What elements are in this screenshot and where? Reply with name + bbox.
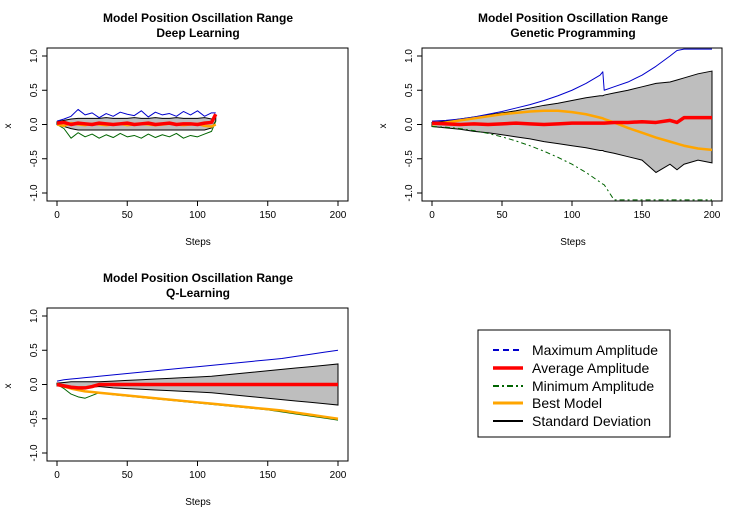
legend-label: Minimum Amplitude: [532, 378, 654, 394]
plot-area: [431, 48, 713, 201]
y-tick-label: 1.0: [29, 49, 40, 63]
panel-q-learning: Model Position Oscillation Range Q-Learn…: [3, 271, 349, 508]
x-axis-label: Steps: [185, 237, 211, 248]
y-tick-label: -0.5: [404, 150, 415, 168]
average-amplitude-line: [56, 382, 338, 390]
y-tick-label: 1.0: [404, 49, 415, 63]
average-amplitude-line: [431, 115, 712, 127]
x-tick-label: 100: [189, 470, 206, 481]
x-tick-label: 100: [564, 210, 581, 221]
y-tick-label: -0.5: [29, 150, 40, 168]
x-tick-label: 0: [54, 470, 60, 481]
chart-title: Model Position Oscillation Range: [478, 11, 668, 25]
x-tick-label: 200: [330, 470, 347, 481]
x-axis-label: Steps: [185, 497, 211, 508]
y-axis-label: x: [3, 124, 14, 129]
x-tick-label: 50: [496, 210, 508, 221]
x-axis-label: Steps: [560, 237, 586, 248]
x-tick-label: 50: [122, 470, 134, 481]
plot-area: [56, 108, 218, 139]
min-amplitude-line: [431, 126, 712, 201]
best-model-line: [56, 383, 339, 420]
y-tick-label: 0.0: [29, 117, 40, 131]
legend-label: Average Amplitude: [532, 360, 649, 376]
best-model-line: [431, 109, 713, 152]
y-axis-label: x: [378, 124, 389, 129]
y-tick-label: 0.5: [29, 343, 40, 357]
legend-label: Standard Deviation: [532, 413, 651, 429]
x-tick-label: 50: [122, 210, 134, 221]
legend-item-average-amplitude: Average Amplitude: [493, 360, 649, 376]
x-tick-label: 200: [704, 210, 721, 221]
x-tick-label: 0: [429, 210, 435, 221]
y-tick-label: 0.5: [404, 83, 415, 97]
x-tick-label: 0: [54, 210, 60, 221]
max-amplitude-line: [56, 108, 216, 122]
y-tick-label: -0.5: [29, 410, 40, 428]
plot-area: [56, 349, 339, 421]
panel-genetic-programming: Model Position Oscillation Range Genetic…: [378, 11, 723, 248]
x-tick-label: 200: [330, 210, 347, 221]
y-tick-label: 0.5: [29, 83, 40, 97]
y-tick-label: 0.0: [404, 117, 415, 131]
legend-item-best-model: Best Model: [493, 395, 602, 411]
average-amplitude-line: [56, 113, 218, 127]
x-tick-label: 150: [259, 210, 276, 221]
y-tick-label: 0.0: [29, 377, 40, 391]
x-tick-label: 100: [189, 210, 206, 221]
y-tick-label: 1.0: [29, 309, 40, 323]
legend: Maximum Amplitude Average Amplitude Mini…: [477, 329, 671, 438]
legend-item-minimum-amplitude: Minimum Amplitude: [493, 378, 654, 394]
chart-title: Model Position Oscillation Range: [103, 271, 293, 285]
legend-item-maximum-amplitude: Maximum Amplitude: [493, 342, 658, 358]
x-tick-label: 150: [634, 210, 651, 221]
chart-subtitle: Genetic Programming: [510, 26, 635, 40]
chart-subtitle: Deep Learning: [156, 26, 239, 40]
chart-title: Model Position Oscillation Range: [103, 11, 293, 25]
y-tick-label: -1.0: [29, 184, 40, 202]
legend-label: Best Model: [532, 395, 602, 411]
y-tick-label: -1.0: [29, 444, 40, 462]
max-amplitude-line: [56, 349, 339, 382]
legend-item-standard-deviation: Standard Deviation: [493, 413, 651, 429]
legend-box: [477, 329, 671, 438]
chart-subtitle: Q-Learning: [166, 286, 230, 300]
max-amplitude-line: [431, 48, 712, 122]
panel-deep-learning: Model Position Oscillation Range Deep Le…: [3, 11, 349, 248]
x-tick-label: 150: [259, 470, 276, 481]
y-axis-label: x: [3, 384, 14, 389]
min-amplitude-line: [56, 120, 217, 139]
legend-label: Maximum Amplitude: [532, 342, 658, 358]
y-tick-label: -1.0: [404, 184, 415, 202]
